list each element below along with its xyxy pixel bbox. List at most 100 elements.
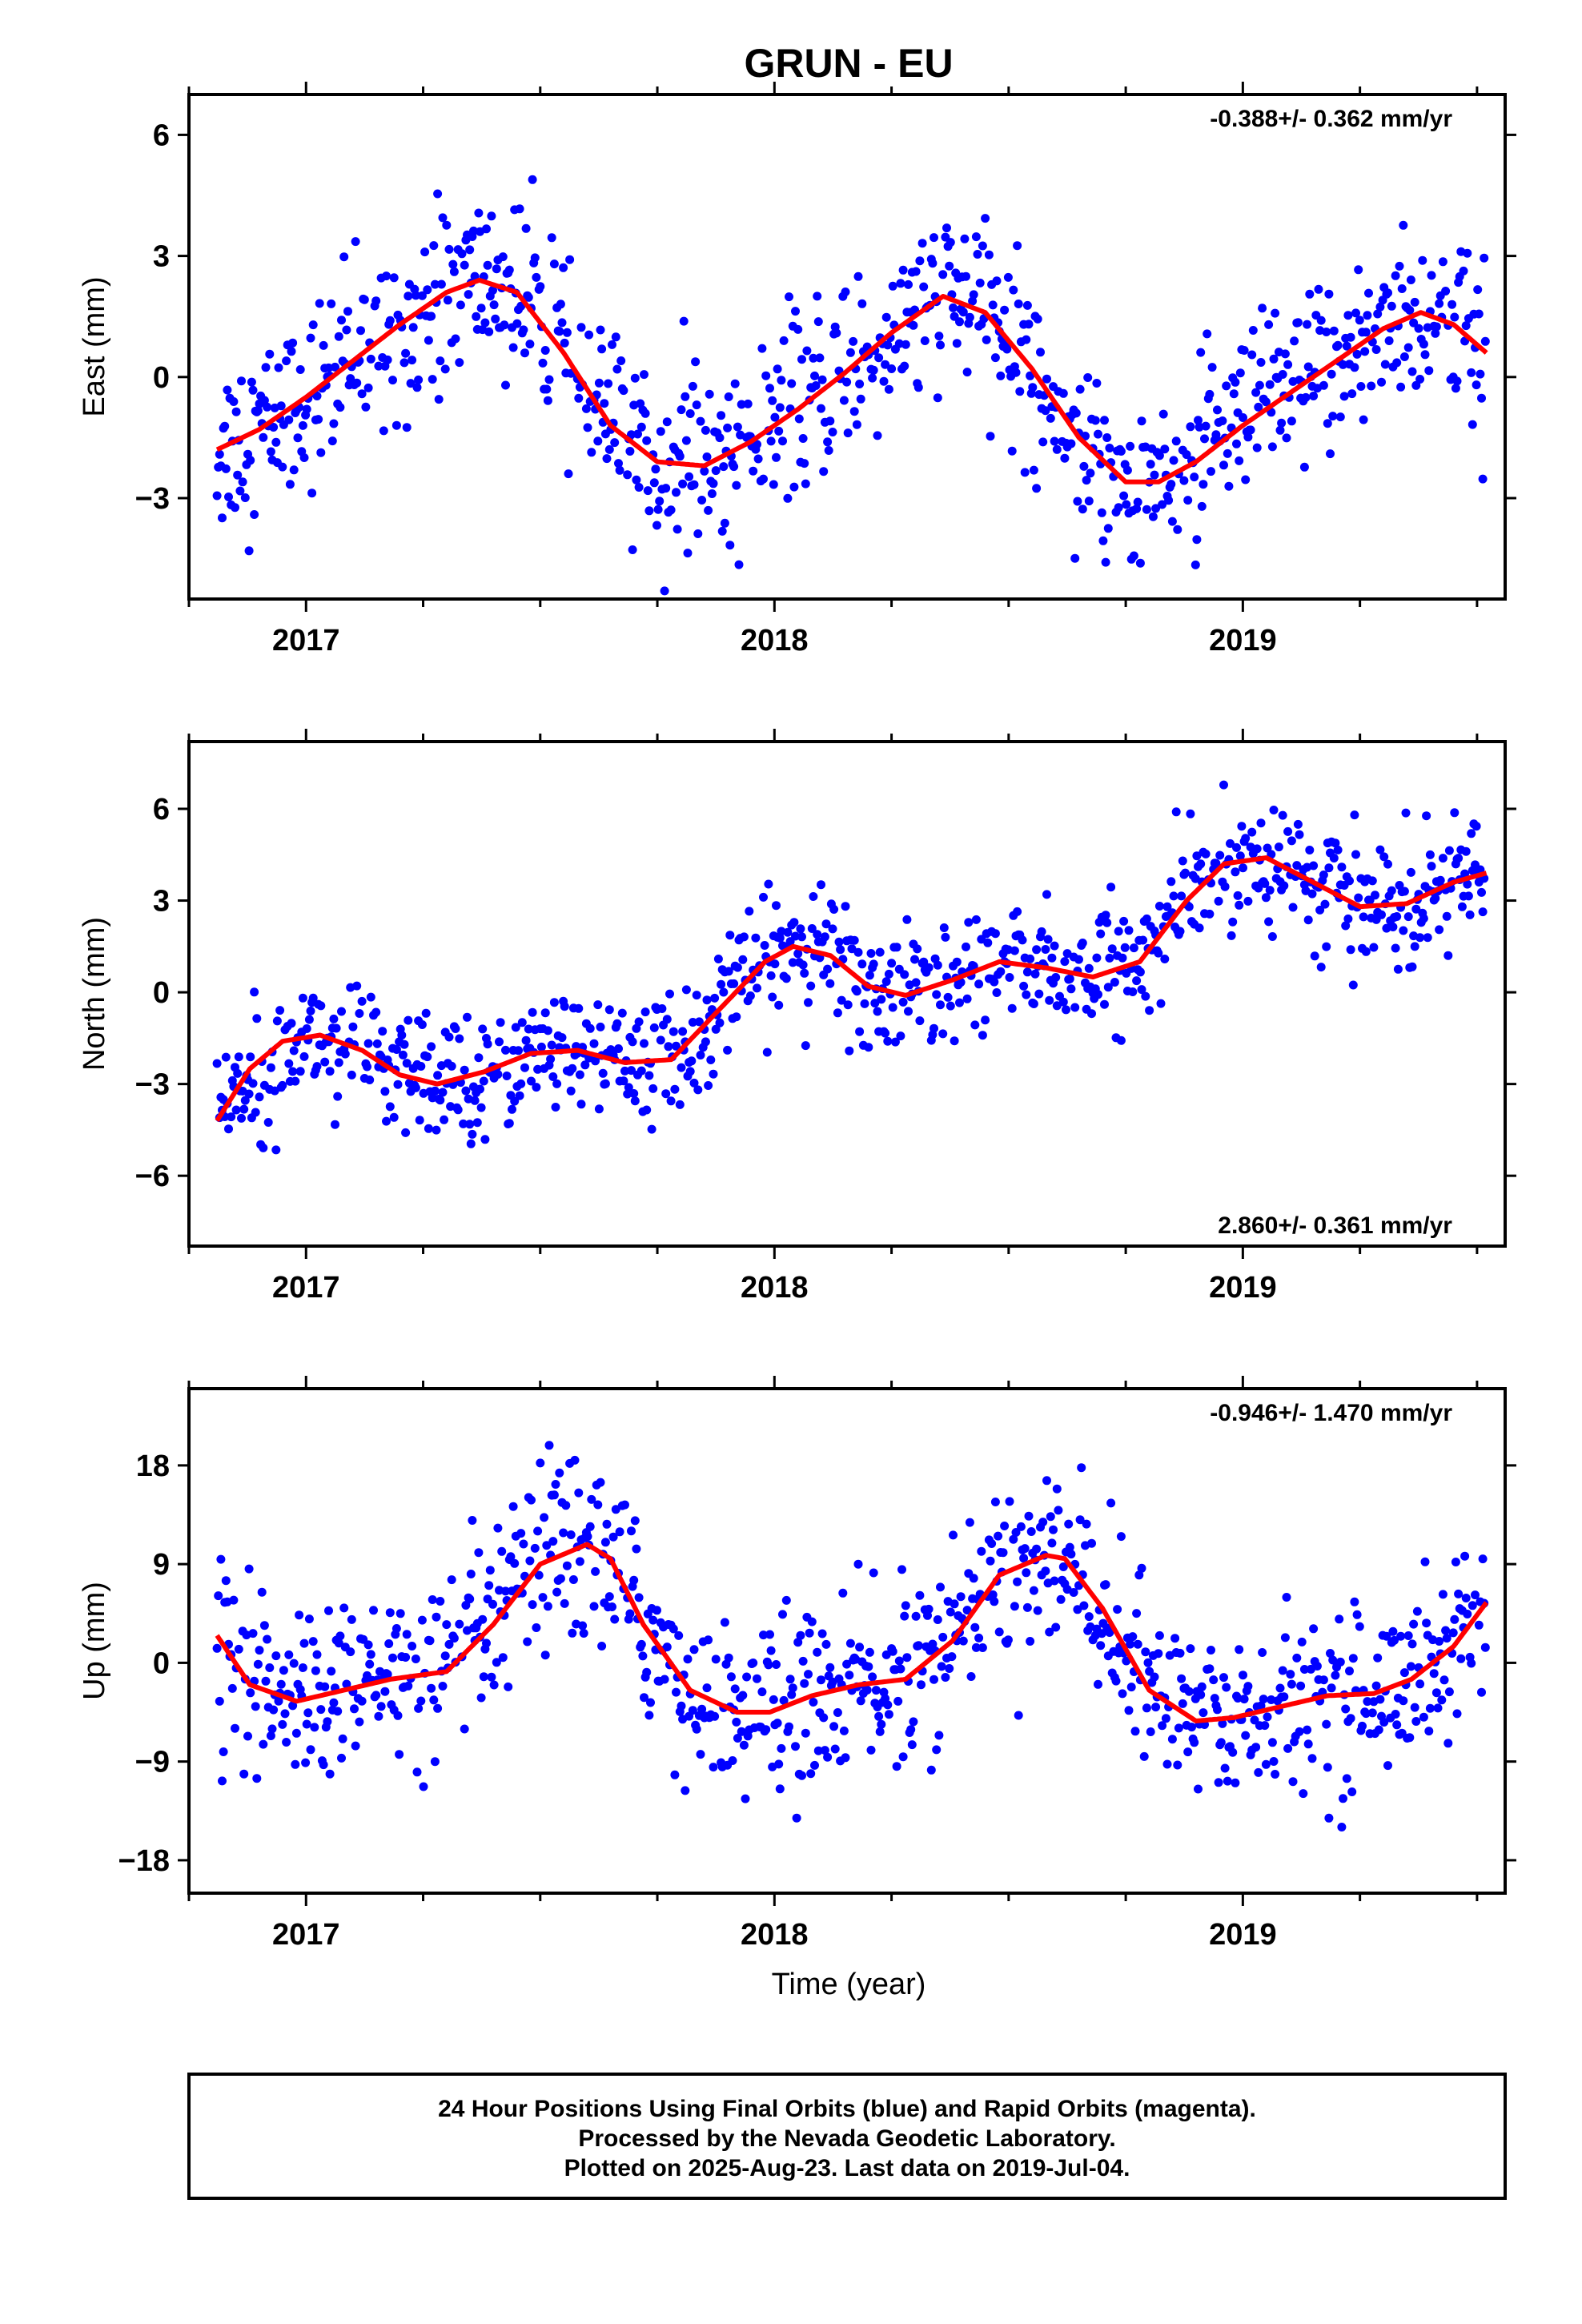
north-data-point [401, 1128, 411, 1137]
north-data-point [1013, 907, 1022, 916]
up-xtick-label: 2017 [272, 1918, 340, 1952]
up-data-point [248, 1629, 258, 1638]
up-data-point [282, 1738, 291, 1747]
east-data-point [583, 423, 592, 432]
north-data-point [1037, 927, 1046, 936]
east-data-point [259, 396, 269, 405]
east-data-point [1078, 505, 1087, 514]
x-axis-title: Time (year) [772, 1968, 926, 2001]
north-data-point [1214, 896, 1223, 906]
up-data-point [1450, 1614, 1460, 1624]
up-data-point [1239, 1695, 1249, 1704]
up-data-point [335, 1631, 345, 1641]
up-data-point [1003, 1635, 1013, 1645]
up-data-point [501, 1586, 510, 1596]
up-data-point [555, 1468, 564, 1478]
north-data-point [865, 971, 874, 980]
east-data-point [681, 436, 691, 445]
north-data-point [357, 996, 367, 1006]
up-data-point [1456, 1654, 1466, 1663]
east-data-point [448, 259, 458, 269]
east-data-point [298, 420, 307, 430]
north-data-point [528, 1007, 537, 1017]
up-data-point [542, 1541, 552, 1550]
north-data-point [1443, 951, 1453, 960]
up-data-point [1016, 1522, 1026, 1531]
up-data-point [1075, 1515, 1085, 1525]
east-data-point [919, 282, 929, 292]
north-data-point [536, 1042, 546, 1051]
east-data-point [221, 464, 231, 473]
east-data-point [420, 247, 430, 257]
east-data-point [1452, 376, 1462, 386]
east-data-point [1314, 284, 1323, 294]
up-data-point [901, 1601, 910, 1610]
north-data-point [391, 1045, 401, 1054]
up-ytick-label: 9 [153, 1548, 170, 1582]
up-data-point [1433, 1703, 1443, 1713]
east-data-point [679, 316, 689, 326]
east-data-point [1164, 496, 1174, 505]
up-data-point [506, 1552, 516, 1562]
up-data-point [1309, 1624, 1319, 1634]
east-data-point [449, 267, 459, 276]
up-data-point [974, 1633, 984, 1642]
east-data-point [894, 339, 904, 348]
up-data-point [785, 1675, 795, 1684]
up-data-point [926, 1765, 936, 1775]
north-data-point [636, 1066, 646, 1076]
east-data-point [559, 263, 568, 272]
up-data-point [1431, 1688, 1441, 1698]
north-data-point [1309, 861, 1319, 870]
north-data-point [1377, 910, 1386, 919]
east-data-point [1277, 418, 1287, 428]
east-data-point [1265, 380, 1275, 389]
footer-box [187, 2073, 1507, 2200]
north-data-point [1120, 943, 1130, 952]
up-data-point [298, 1663, 307, 1672]
north-data-point [855, 1027, 865, 1036]
east-data-point [801, 479, 810, 489]
north-data-point [853, 947, 863, 957]
up-data-point [896, 1664, 905, 1674]
north-data-point [1101, 911, 1110, 920]
east-data-point [692, 400, 701, 410]
east-data-point [414, 375, 424, 384]
east-data-point [753, 454, 763, 464]
east-data-point [678, 479, 688, 489]
east-data-point [734, 560, 744, 569]
east-data-point [287, 347, 296, 356]
east-data-point [231, 503, 239, 513]
east-data-point [1335, 412, 1345, 422]
up-data-point [874, 1711, 884, 1721]
up-data-point [1022, 1602, 1032, 1612]
up-data-point [1142, 1703, 1151, 1713]
east-data-point [1326, 449, 1335, 459]
east-data-point [612, 364, 622, 374]
up-data-point [516, 1529, 526, 1538]
east-data-point [1186, 422, 1195, 432]
up-data-point [615, 1527, 624, 1537]
east-data-point [464, 290, 473, 300]
up-data-point [681, 1786, 690, 1795]
up-data-point [1328, 1655, 1338, 1665]
north-data-point [938, 1029, 948, 1039]
north-ytick-label: −6 [135, 1160, 170, 1193]
east-data-point [1287, 416, 1296, 426]
east-data-point [1101, 557, 1110, 567]
east-data-point [627, 430, 636, 440]
east-data-point [1299, 462, 1309, 472]
north-data-point [275, 1006, 285, 1015]
up-data-point [764, 1660, 773, 1670]
up-y-axis-title: Up (mm) [78, 1582, 111, 1700]
east-data-point [766, 436, 776, 446]
north-data-point [496, 1018, 505, 1027]
north-data-point [348, 1022, 358, 1031]
north-data-point [1265, 886, 1275, 895]
north-data-point [424, 1124, 433, 1133]
east-data-point [492, 264, 501, 274]
north-data-point [970, 1020, 980, 1030]
north-data-point [924, 963, 934, 972]
north-data-point [295, 1067, 305, 1076]
north-frame [187, 740, 1507, 1248]
